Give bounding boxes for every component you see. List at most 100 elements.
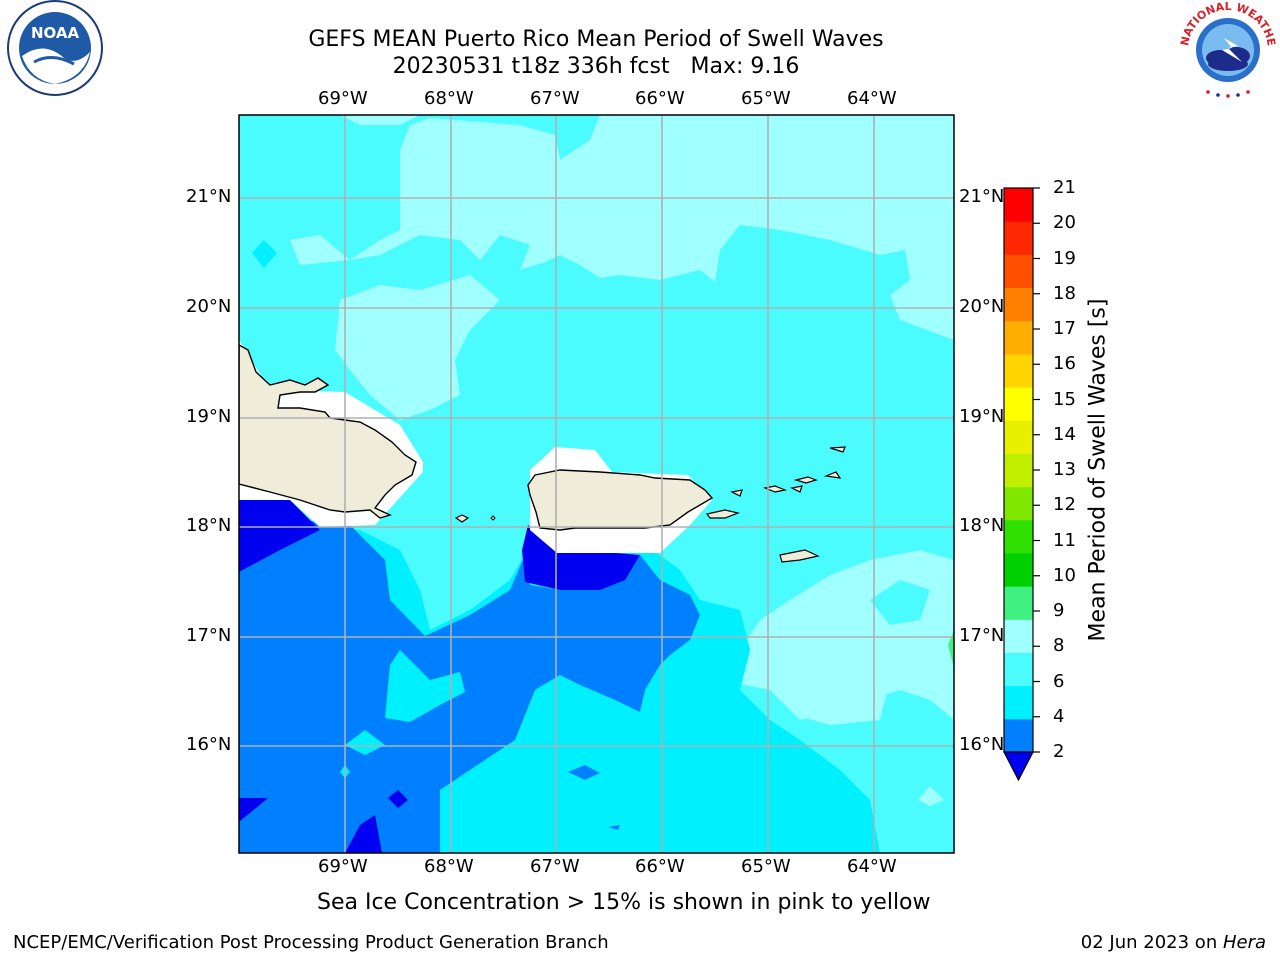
colorbar-tick-label: 11 <box>1053 529 1076 551</box>
title-line-1: GEFS MEAN Puerto Rico Mean Period of Swe… <box>308 27 884 52</box>
grid <box>239 115 954 853</box>
lon-label-bottom-67w: 67°W <box>530 856 580 877</box>
colorbar-tick-label: 21 <box>1053 177 1076 198</box>
lat-label-left-19n: 19°N <box>186 406 232 427</box>
land-tortola <box>793 476 818 484</box>
lat-label-right-21n: 21°N <box>959 186 1003 207</box>
colorbar-segment <box>1004 586 1033 620</box>
colorbar-segment <box>1004 254 1033 289</box>
lat-label-left-20n: 20°N <box>186 296 232 317</box>
footer-credit: NCEP/EMC/Verification Post Processing Pr… <box>13 932 609 953</box>
title-line-2: 20230531 t18z 336h fcst Max: 9.16 <box>392 54 800 79</box>
colorbar-tick-label: 2 <box>1053 741 1065 762</box>
lon-label-bottom-69w: 69°W <box>318 856 368 877</box>
colorbar-tick-label: 9 <box>1053 600 1065 621</box>
colorbar-tick-label: 13 <box>1053 459 1076 480</box>
land-virgin-gorda <box>823 471 842 479</box>
land-vieques <box>705 509 741 519</box>
lat-label-right-18n: 18°N <box>959 515 1003 536</box>
lon-label-top-68w: 68°W <box>424 88 474 109</box>
lat-label-right-20n: 20°N <box>959 296 1003 317</box>
lon-label-top-69w: 69°W <box>318 88 368 109</box>
land-st-john <box>790 485 803 493</box>
lat-label-right-17n: 17°N <box>959 625 1003 646</box>
colorbar-tick-label: 19 <box>1053 247 1076 269</box>
colorbar-segment <box>1004 486 1033 521</box>
colorbar-tick-label: 18 <box>1053 282 1076 304</box>
lon-label-bottom-68w: 68°W <box>424 856 474 877</box>
contour-9-10 <box>948 630 954 668</box>
land-anegada <box>829 446 846 453</box>
contour-4-6-west <box>252 240 277 268</box>
noaa-logo-text: NOAA <box>31 24 80 42</box>
colorbar-segment <box>1004 685 1033 720</box>
colorbar-tick-label: 12 <box>1053 494 1076 516</box>
colorbar-tick-label: 6 <box>1053 670 1065 692</box>
land-puertorico <box>527 469 714 531</box>
contour-6-8-patch <box>870 580 930 625</box>
colorbar-tick-label: 17 <box>1053 318 1076 339</box>
nws-logo: NATIONAL WEATHER SERVICE <box>1178 2 1278 98</box>
contour-8-9-se <box>795 660 890 725</box>
contour-8-9-se2 <box>918 786 944 806</box>
contour-2-4-dot3 <box>608 825 620 830</box>
land-culebra <box>730 489 743 497</box>
colorbar-segment <box>1004 353 1033 388</box>
noaa-logo: NOAA <box>7 0 103 96</box>
lat-label-left-16n: 16°N <box>186 734 232 755</box>
colorbar-segment <box>1004 619 1033 653</box>
sea-ice-note: Sea Ice Concentration > 15% is shown in … <box>317 890 931 915</box>
colorbar-tick-label: 16 <box>1053 353 1076 375</box>
lat-label-left-17n: 17°N <box>186 625 232 646</box>
lat-label-right-16n: 16°N <box>959 734 1003 755</box>
colorbar-segment <box>1004 188 1033 222</box>
colorbar-tick-label: 15 <box>1053 388 1076 410</box>
contour-4-6-island-a <box>385 650 465 722</box>
colorbar-tick-label: 14 <box>1053 423 1076 445</box>
lon-label-top-64w: 64°W <box>847 88 897 109</box>
colorbar-segment <box>1004 420 1033 454</box>
colorbar-segment <box>1004 287 1033 322</box>
land-isla-saona <box>454 514 470 523</box>
colorbar-segment <box>1004 718 1033 753</box>
land-st-croix <box>779 549 820 563</box>
lat-label-left-21n: 21°N <box>186 186 232 207</box>
land-st-thomas <box>762 485 788 493</box>
contour-4-6-dot2 <box>568 765 600 780</box>
contour-lt2-sw2 <box>345 815 382 853</box>
lon-label-bottom-66w: 66°W <box>635 856 685 877</box>
lat-label-right-19n: 19°N <box>959 406 1003 427</box>
colorbar-segment <box>1004 320 1033 355</box>
colorbar-segment <box>1004 652 1033 687</box>
colorbar-label: Mean Period of Swell Waves [s] <box>1085 298 1111 642</box>
colorbar-segment <box>1004 552 1033 587</box>
colorbar <box>1004 187 1040 753</box>
lat-label-left-18n: 18°N <box>186 515 232 536</box>
colorbar-segment <box>1004 453 1033 488</box>
contour-lt2-west <box>239 500 320 572</box>
contour-lt2-dot <box>388 790 408 808</box>
contour-8-9-top <box>340 115 420 125</box>
colorbar-segment <box>1004 519 1033 554</box>
colorbar-tick-label: 8 <box>1053 635 1065 657</box>
colorbar-segment <box>1004 221 1033 255</box>
lon-label-top-65w: 65°W <box>741 88 791 109</box>
land-mona <box>490 515 496 521</box>
colorbar-tick-label: 4 <box>1053 705 1065 727</box>
contour-lt2-sw <box>239 798 268 822</box>
colorbar-tick-label: 20 <box>1053 212 1076 234</box>
contour-lt2-prsouth <box>522 525 640 590</box>
footer-date-text: 02 Jun 2023 on <box>1080 932 1223 953</box>
footer-machine: Hera <box>1222 932 1266 953</box>
colorbar-segment <box>1004 387 1033 421</box>
map-frame <box>238 114 955 854</box>
lon-label-bottom-64w: 64°W <box>847 856 897 877</box>
lon-label-top-66w: 66°W <box>635 88 685 109</box>
contour-4-6-island-b <box>345 730 385 755</box>
footer-date: 02 Jun 2023 on Hera <box>1081 932 1266 953</box>
colorbar-extend-arrow <box>1003 751 1034 782</box>
lon-label-top-67w: 67°W <box>530 88 580 109</box>
contour-8-9-north <box>290 115 954 340</box>
land-hispaniola <box>239 344 417 519</box>
